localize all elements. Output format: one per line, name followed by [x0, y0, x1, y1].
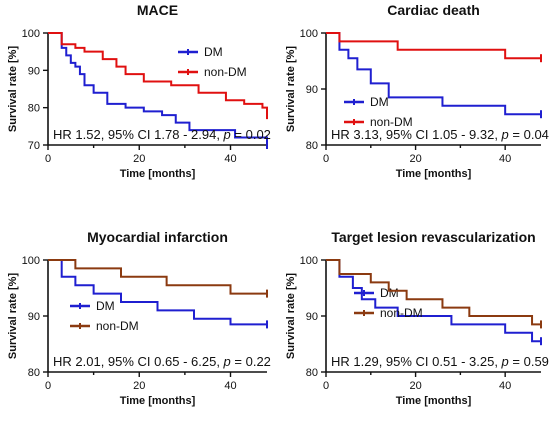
x-axis-label: Time [months]: [120, 395, 196, 407]
series-line-DM: [48, 259, 267, 326]
y-tick-label: 90: [28, 311, 40, 323]
p-value: = 0.59: [509, 354, 549, 369]
legend-label: DM: [380, 286, 399, 300]
hr-annotation: HR 2.01, 95% CI 0.65 - 6.25, p = 0.22: [53, 354, 271, 369]
legend-label: DM: [370, 95, 389, 109]
series-line-non-DM: [48, 259, 267, 295]
chart-panel-2: Cardiac death 80 90 100 0 20 40 Time [months] Su…: [285, 2, 549, 180]
x-tick-label: 40: [224, 153, 236, 165]
x-tick-label: 0: [45, 153, 51, 165]
x-axis-label: Time [months]: [396, 168, 472, 180]
series-line-DM: [48, 32, 268, 145]
p-value: = 0.02: [231, 127, 271, 142]
y-tick-label: 80: [306, 367, 318, 379]
y-tick-label: 100: [300, 28, 318, 40]
y-tick-label: 80: [28, 103, 40, 115]
x-tick-label: 20: [133, 380, 145, 392]
p-symbol: p: [501, 127, 509, 142]
chart-title: MACE: [137, 2, 178, 18]
y-tick-label: 100: [22, 255, 40, 267]
hr-annotation: HR 3.13, 95% CI 1.05 - 9.32, p = 0.04: [331, 127, 549, 142]
x-tick-label: 40: [499, 153, 511, 165]
hr-text: HR 1.52, 95% CI 1.78 - 2.94,: [53, 127, 224, 142]
y-tick-label: 100: [300, 255, 318, 267]
chart-title: Myocardial infarction: [87, 229, 228, 245]
x-axis-label: Time [months]: [396, 395, 472, 407]
hr-annotation: HR 1.29, 95% CI 0.51 - 3.25, p = 0.59: [331, 354, 549, 369]
chart-panel-3: Myocardial infarction 80 90 100 0 20 40 Time [m…: [7, 229, 271, 407]
y-tick-label: 70: [28, 140, 40, 152]
x-tick-label: 0: [323, 380, 329, 392]
y-axis-label: Survival rate [%]: [7, 46, 19, 133]
p-symbol: p: [501, 354, 509, 369]
p-value: = 0.04: [509, 127, 549, 142]
p-symbol: p: [223, 127, 231, 142]
x-tick-label: 0: [45, 380, 51, 392]
y-tick-label: 80: [28, 367, 40, 379]
p-symbol: p: [223, 354, 231, 369]
x-tick-label: 0: [323, 153, 329, 165]
chart-title: Target lesion revascularization: [331, 229, 535, 245]
x-tick-label: 20: [133, 153, 145, 165]
series-line-DM: [326, 259, 541, 343]
series-line-DM: [326, 32, 541, 116]
chart-panel-4: Target lesion revascularization 80 90 100 0 2…: [285, 229, 549, 407]
legend-label: DM: [204, 45, 223, 59]
legend-label: non-DM: [96, 319, 139, 333]
series-line-non-DM: [326, 32, 541, 60]
y-tick-label: 90: [28, 65, 40, 77]
hr-annotation: HR 1.52, 95% CI 1.78 - 2.94, p = 0.02: [53, 127, 271, 142]
x-axis-label: Time [months]: [120, 168, 196, 180]
legend-label: non-DM: [380, 306, 423, 320]
y-tick-label: 100: [22, 28, 40, 40]
chart-title: Cardiac death: [387, 2, 480, 18]
x-tick-label: 40: [224, 380, 236, 392]
hr-text: HR 3.13, 95% CI 1.05 - 9.32,: [331, 127, 502, 142]
legend-label: non-DM: [204, 65, 247, 79]
hr-text: HR 2.01, 95% CI 0.65 - 6.25,: [53, 354, 224, 369]
series-line-non-DM: [326, 259, 541, 326]
hr-text: HR 1.29, 95% CI 0.51 - 3.25,: [331, 354, 502, 369]
x-tick-label: 20: [409, 153, 421, 165]
y-tick-label: 90: [306, 311, 318, 323]
chart-panel-1: MACE 70 80 90 100 0 20 40 Time [months] Survival …: [7, 2, 271, 180]
y-axis-label: Survival rate [%]: [7, 273, 19, 360]
series-line-non-DM: [48, 32, 268, 116]
legend-label: DM: [96, 299, 115, 313]
y-tick-label: 80: [306, 140, 318, 152]
x-tick-label: 20: [409, 380, 421, 392]
p-value: = 0.22: [231, 354, 271, 369]
y-axis-label: Survival rate [%]: [285, 273, 297, 360]
legend-label: non-DM: [370, 115, 413, 129]
y-axis-label: Survival rate [%]: [285, 46, 297, 133]
x-tick-label: 40: [499, 380, 511, 392]
y-tick-label: 90: [306, 84, 318, 96]
